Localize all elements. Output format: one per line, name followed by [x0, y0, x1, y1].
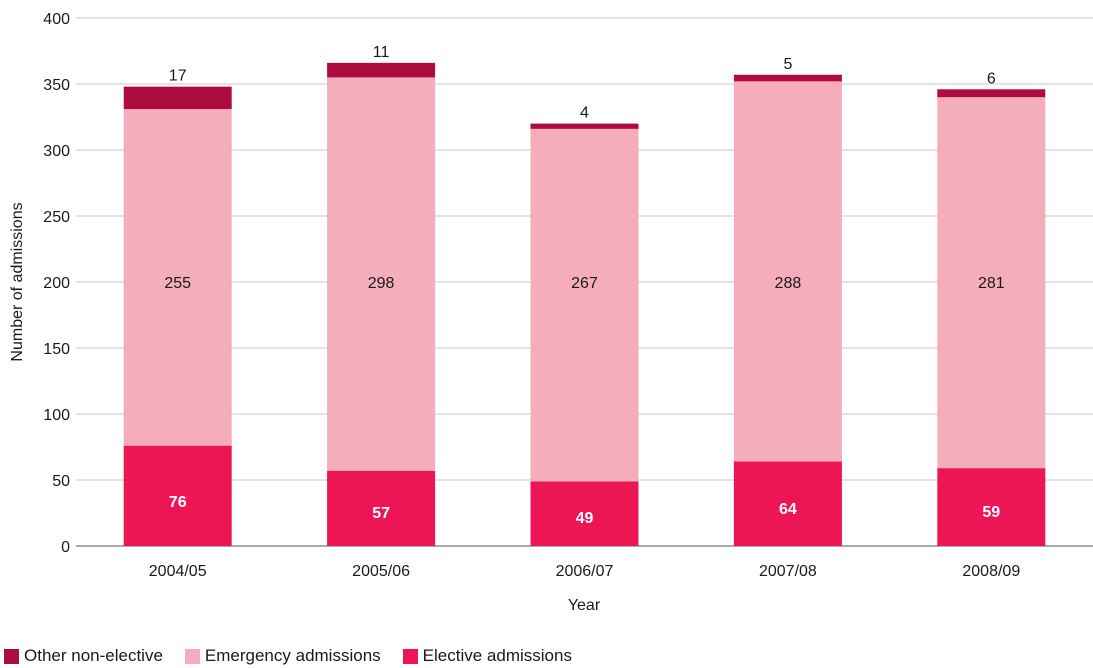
y-tick-label: 200	[43, 275, 70, 292]
chart-legend: Other non-elective Emergency admissions El…	[4, 646, 594, 666]
bar-segment-emergency	[327, 77, 436, 471]
data-label: 64	[779, 501, 797, 518]
x-tick-label: 2004/05	[149, 563, 207, 580]
y-tick-label: 300	[43, 143, 70, 160]
bar-segment-elective	[937, 468, 1046, 546]
y-tick-label: 350	[43, 77, 70, 94]
data-label: 281	[978, 275, 1005, 292]
data-label: 288	[775, 275, 802, 292]
bar-segment-other-non-elective	[123, 86, 232, 110]
data-label: 57	[372, 505, 390, 522]
y-tick-label: 150	[43, 341, 70, 358]
legend-label: Emergency admissions	[204, 646, 381, 665]
bar-segment-elective	[327, 470, 436, 546]
data-label: 5	[783, 56, 792, 73]
y-tick-label: 0	[61, 539, 70, 556]
bar-segment-elective	[123, 445, 232, 546]
data-label: 59	[982, 504, 1000, 521]
legend-label: Elective admissions	[422, 646, 572, 665]
x-axis-ticks: 2004/05 2005/06 2006/07 2007/08 2008/09	[149, 563, 1021, 580]
x-tick-label: 2006/07	[556, 563, 614, 580]
y-axis-ticks: 0 50 100 150 200 250 300 350 400	[43, 11, 70, 556]
y-tick-label: 50	[52, 473, 70, 490]
bar-segment-emergency	[123, 109, 232, 446]
bar-segment-emergency	[937, 97, 1046, 469]
bar-segment-emergency	[530, 128, 639, 482]
x-tick-label: 2007/08	[759, 563, 817, 580]
legend-swatch	[4, 648, 19, 664]
data-label: 17	[169, 68, 187, 85]
data-label: 4	[580, 105, 589, 122]
legend-label: Other non-elective	[24, 646, 163, 665]
data-label: 11	[373, 44, 390, 61]
data-label: 6	[987, 70, 996, 87]
x-tick-label: 2008/09	[962, 563, 1020, 580]
legend-swatch	[184, 648, 200, 664]
bar-segment-other-non-elective	[530, 123, 639, 129]
y-tick-label: 250	[43, 209, 70, 226]
bar-segment-elective	[530, 481, 639, 546]
data-label: 298	[368, 275, 395, 292]
data-label: 76	[169, 494, 187, 511]
legend-item: Other non-elective	[4, 646, 163, 666]
y-tick-label: 400	[43, 11, 70, 28]
y-axis-title: Number of admissions	[9, 202, 26, 361]
bar-segment-other-non-elective	[327, 62, 436, 78]
bars	[123, 62, 1046, 546]
legend-swatch	[402, 648, 418, 664]
data-label: 255	[164, 275, 191, 292]
data-labels: 76 255 17 57 298 11 49 267 4 64 288 5 59 281 6	[164, 44, 1004, 527]
bar-segment-elective	[733, 461, 842, 546]
legend-item: Emergency admissions	[184, 646, 381, 666]
y-tick-label: 100	[43, 407, 70, 424]
bar-segment-other-non-elective	[937, 89, 1046, 98]
x-axis-title: Year	[568, 597, 601, 614]
data-label: 49	[576, 510, 594, 527]
x-tick-label: 2005/06	[352, 563, 410, 580]
bar-segment-other-non-elective	[733, 74, 842, 82]
bar-segment-emergency	[733, 81, 842, 462]
data-label: 267	[571, 275, 598, 292]
legend-item: Elective admissions	[402, 646, 572, 666]
